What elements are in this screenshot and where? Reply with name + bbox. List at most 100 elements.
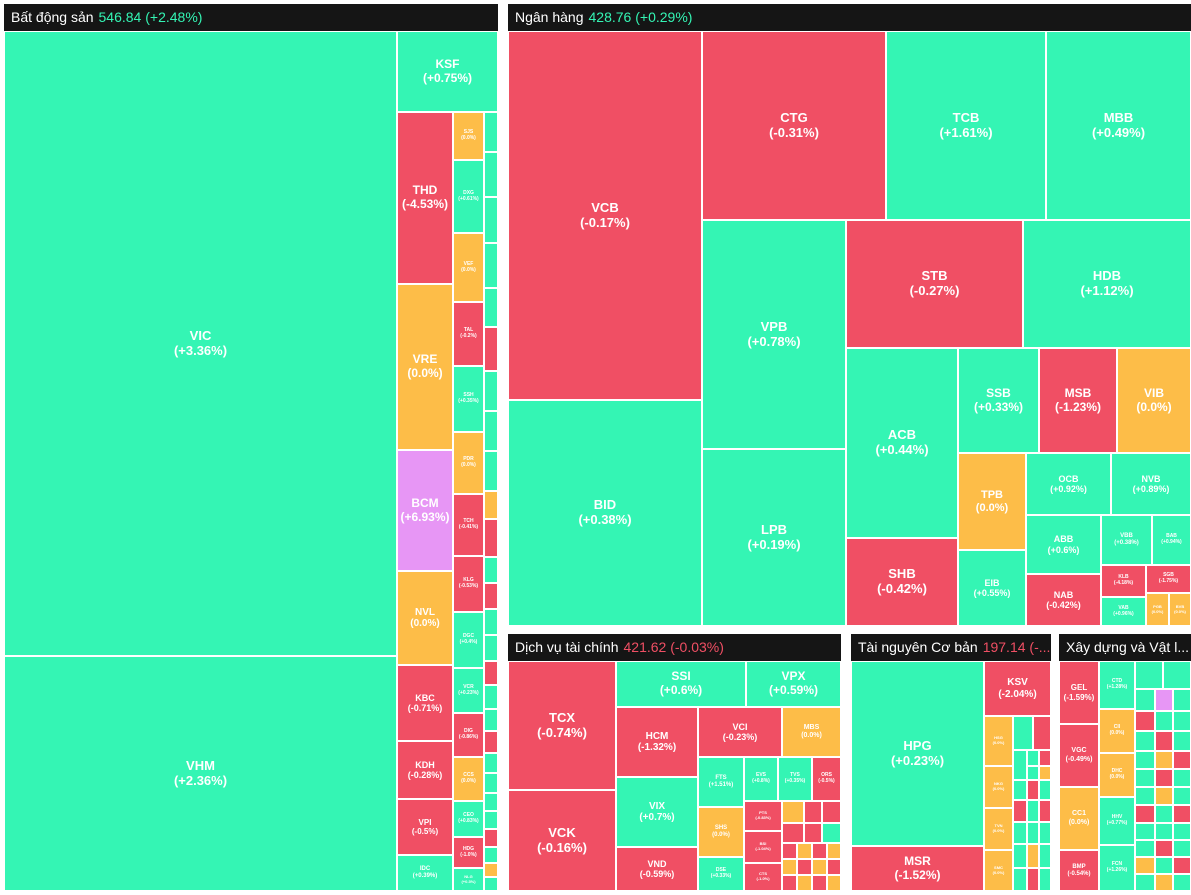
stock-tile-vix[interactable]: VIX (+0.7%) (616, 777, 698, 847)
stock-tile-small[interactable] (1155, 805, 1173, 823)
stock-tile-small[interactable] (1155, 689, 1173, 711)
stock-tile-small[interactable] (1173, 787, 1191, 805)
stock-tile-small[interactable] (484, 661, 498, 685)
stock-tile-small[interactable] (1013, 780, 1027, 800)
stock-tile-small[interactable] (484, 557, 498, 583)
stock-tile-ors[interactable]: ORS (-0.5%) (812, 757, 841, 801)
stock-tile-small[interactable] (484, 112, 498, 152)
stock-tile-pts[interactable]: PTS (-0.83%) (744, 801, 782, 831)
stock-tile-small[interactable] (484, 197, 498, 243)
stock-tile-tvn[interactable]: TVN (0.0%) (984, 808, 1013, 850)
stock-tile-small[interactable] (1027, 844, 1039, 868)
stock-tile-small[interactable] (484, 731, 498, 753)
stock-tile-ccs[interactable]: CCS (0.0%) (453, 757, 484, 801)
stock-tile-nab[interactable]: NAB (-0.42%) (1026, 574, 1101, 626)
stock-tile-small[interactable] (782, 843, 797, 859)
stock-tile-small[interactable] (1013, 716, 1033, 750)
stock-tile-small[interactable] (782, 823, 804, 843)
stock-tile-smc[interactable]: SMC (0.0%) (984, 850, 1013, 891)
stock-tile-ctg[interactable]: CTG (-0.31%) (702, 31, 886, 220)
stock-tile-ksv[interactable]: KSV (-2.04%) (984, 661, 1051, 716)
stock-tile-small[interactable] (1163, 661, 1191, 689)
stock-tile-pdr[interactable]: PDR (0.0%) (453, 432, 484, 494)
stock-tile-sjs[interactable]: SJS (0.0%) (453, 112, 484, 160)
stock-tile-msr[interactable]: MSR (-1.52%) (851, 846, 984, 891)
stock-tile-small[interactable] (1135, 661, 1163, 689)
stock-tile-small[interactable] (1173, 689, 1191, 711)
stock-tile-small[interactable] (782, 859, 797, 875)
stock-tile-small[interactable] (484, 709, 498, 731)
stock-tile-small[interactable] (1039, 780, 1051, 800)
stock-tile-shs[interactable]: SHS (0.0%) (698, 807, 744, 857)
stock-tile-small[interactable] (812, 859, 827, 875)
stock-tile-cii[interactable]: CII (0.0%) (1099, 709, 1135, 753)
stock-tile-small[interactable] (797, 859, 812, 875)
stock-tile-bsi[interactable]: BSI (-1.04%) (744, 831, 782, 863)
stock-tile-small[interactable] (1135, 787, 1155, 805)
stock-tile-small[interactable] (1173, 823, 1191, 840)
stock-tile-small[interactable] (484, 243, 498, 288)
stock-tile-small[interactable] (1039, 844, 1051, 868)
stock-tile-tcx[interactable]: TCX (-0.74%) (508, 661, 616, 790)
stock-tile-small[interactable] (822, 823, 841, 843)
stock-tile-bab[interactable]: BAB (+0.94%) (1152, 515, 1191, 565)
stock-tile-nvb[interactable]: NVB (+0.89%) (1111, 453, 1191, 515)
stock-tile-hsg[interactable]: HSG (0.0%) (984, 716, 1013, 766)
stock-tile-small[interactable] (484, 877, 498, 891)
stock-tile-fcn[interactable]: FCN (+1.26%) (1099, 845, 1135, 891)
stock-tile-bmp[interactable]: BMP (-0.54%) (1059, 850, 1099, 891)
stock-tile-small[interactable] (1173, 840, 1191, 857)
stock-tile-small[interactable] (1135, 689, 1155, 711)
stock-tile-hpg[interactable]: HPG (+0.23%) (851, 661, 984, 846)
stock-tile-small[interactable] (1135, 874, 1155, 891)
stock-tile-small[interactable] (484, 685, 498, 709)
stock-tile-small[interactable] (827, 875, 841, 891)
stock-tile-small[interactable] (1173, 769, 1191, 787)
stock-tile-ssh[interactable]: SSH (+0.35%) (453, 366, 484, 432)
stock-tile-small[interactable] (1039, 800, 1051, 822)
stock-tile-small[interactable] (1135, 857, 1155, 874)
stock-tile-small[interactable] (1027, 766, 1039, 780)
stock-tile-vci[interactable]: VCI (-0.23%) (698, 707, 782, 757)
sector-header[interactable]: Tài nguyên Cơ bản 197.14 (-... (851, 634, 1051, 661)
stock-tile-dig[interactable]: DIG (-0.86%) (453, 713, 484, 757)
stock-tile-small[interactable] (484, 811, 498, 829)
stock-tile-fts[interactable]: FTS (+1.51%) (698, 757, 744, 807)
stock-tile-small[interactable] (484, 829, 498, 847)
stock-tile-small[interactable] (1027, 822, 1039, 844)
stock-tile-vpb[interactable]: VPB (+0.78%) (702, 220, 846, 449)
stock-tile-ctd[interactable]: CTD (+1.28%) (1099, 661, 1135, 709)
stock-tile-ceo[interactable]: CEO (+0.83%) (453, 801, 484, 837)
stock-tile-tcb[interactable]: TCB (+1.61%) (886, 31, 1046, 220)
stock-tile-small[interactable] (1135, 823, 1155, 840)
stock-tile-small[interactable] (484, 519, 498, 557)
stock-tile-small[interactable] (484, 371, 498, 411)
stock-tile-small[interactable] (1155, 751, 1173, 769)
stock-tile-klb[interactable]: KLB (-4.18%) (1101, 565, 1146, 597)
stock-tile-small[interactable] (1155, 711, 1173, 731)
stock-tile-small[interactable] (1039, 822, 1051, 844)
stock-tile-tch[interactable]: TCH (-0.41%) (453, 494, 484, 556)
stock-tile-small[interactable] (1027, 800, 1039, 822)
stock-tile-small[interactable] (1013, 822, 1027, 844)
stock-tile-small[interactable] (484, 635, 498, 661)
stock-tile-ksf[interactable]: KSF (+0.75%) (397, 31, 498, 112)
stock-tile-small[interactable] (484, 863, 498, 877)
stock-tile-small[interactable] (1013, 868, 1027, 891)
stock-tile-ssi[interactable]: SSI (+0.6%) (616, 661, 746, 707)
stock-tile-small[interactable] (484, 491, 498, 519)
stock-tile-ocb[interactable]: OCB (+0.92%) (1026, 453, 1111, 515)
stock-tile-small[interactable] (812, 843, 827, 859)
stock-tile-gel[interactable]: GEL (-1.59%) (1059, 661, 1099, 724)
stock-tile-stb[interactable]: STB (-0.27%) (846, 220, 1023, 348)
stock-tile-small[interactable] (1173, 751, 1191, 769)
stock-tile-tal[interactable]: TAL (-0.2%) (453, 302, 484, 366)
stock-tile-vre[interactable]: VRE (0.0%) (397, 284, 453, 450)
stock-tile-small[interactable] (1173, 857, 1191, 874)
sector-header[interactable]: Dịch vụ tài chính 421.62 (-0.03%) (508, 634, 841, 661)
stock-tile-vpi[interactable]: VPI (-0.5%) (397, 799, 453, 855)
stock-tile-vhm[interactable]: VHM (+2.36%) (4, 656, 397, 891)
stock-tile-mbs[interactable]: MBS (0.0%) (782, 707, 841, 757)
sector-header[interactable]: Bất động sản 546.84 (+2.48%) (4, 4, 498, 31)
stock-tile-small[interactable] (827, 843, 841, 859)
